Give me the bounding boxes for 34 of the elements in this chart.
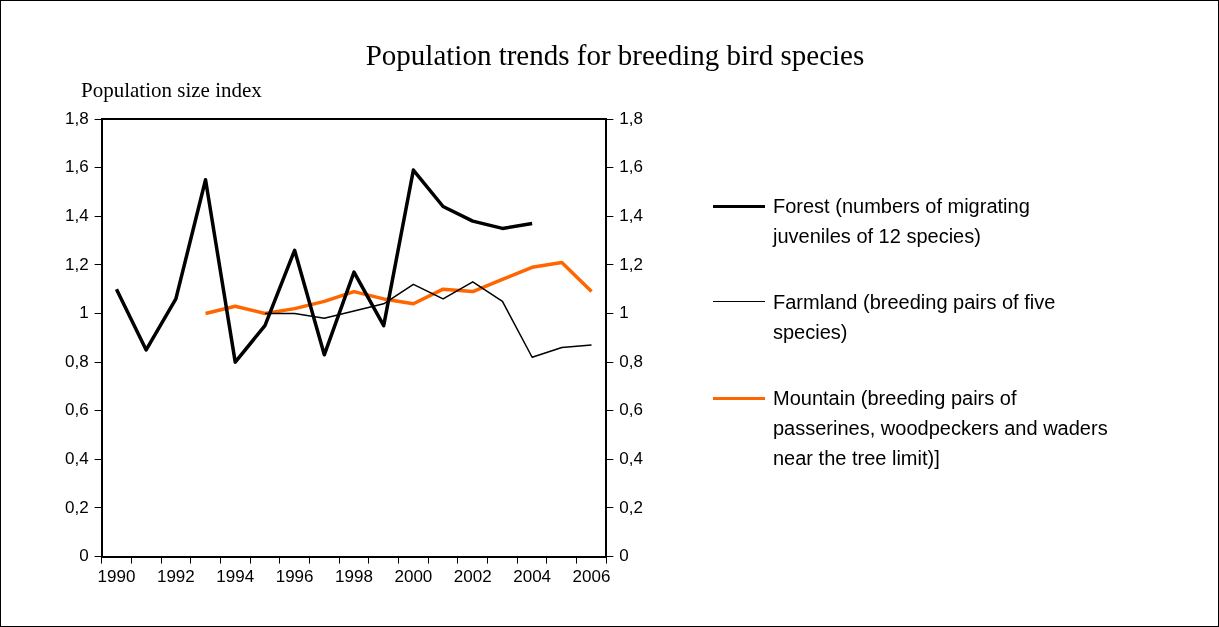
chart-title: Population trends for breeding bird species xyxy=(364,39,866,72)
y2-tick-label: 1 xyxy=(619,303,629,323)
y-tick-label: 0,8 xyxy=(64,351,89,371)
y-tick-label: 0,6 xyxy=(64,400,89,420)
y-tick-label: 0,2 xyxy=(64,497,89,517)
y2-tick-label: 0,6 xyxy=(619,400,644,420)
y-tick-label: 0 xyxy=(79,546,89,566)
y-tick-label: 1,4 xyxy=(64,205,89,225)
y2-tick-label: 0,2 xyxy=(619,497,644,517)
x-tick-label: 1994 xyxy=(216,567,255,587)
y-tick-label: 1,6 xyxy=(64,157,89,177)
legend-label: Mountain (breeding pairs of passerines, woodpeckers and waders near the tree limit)] xyxy=(773,386,1109,471)
y2-tick-label: 1,6 xyxy=(619,157,644,177)
x-tick-label: 1998 xyxy=(335,567,373,587)
y2-tick-label: 1,4 xyxy=(619,205,644,225)
y2-tick-label: 1,2 xyxy=(619,254,644,274)
y-tick-label: 1,2 xyxy=(64,254,89,274)
y-tick-label: 1,8 xyxy=(64,108,89,128)
y-axis-title: Population size index xyxy=(81,78,262,103)
y2-tick-label: 0,4 xyxy=(619,449,644,469)
x-tick-label: 2004 xyxy=(513,567,552,587)
x-tick-label: 1996 xyxy=(275,567,314,587)
y-tick-label: 0,4 xyxy=(64,449,89,469)
y2-tick-label: 1,8 xyxy=(619,108,644,128)
y2-tick-label: 0 xyxy=(619,546,629,566)
legend-label: Farmland (breeding pairs of five species) xyxy=(773,290,1057,345)
y-tick-label: 1 xyxy=(79,303,89,323)
x-tick-label: 2002 xyxy=(453,567,492,587)
y2-tick-label: 0,8 xyxy=(619,351,644,371)
x-tick-label: 2000 xyxy=(394,567,433,587)
legend-label: Forest (numbers of migrating juveniles of 12 species) xyxy=(773,194,1031,249)
x-tick-label: 1992 xyxy=(156,567,195,587)
x-tick-label: 1990 xyxy=(97,567,136,587)
x-tick-label: 2006 xyxy=(572,567,611,587)
